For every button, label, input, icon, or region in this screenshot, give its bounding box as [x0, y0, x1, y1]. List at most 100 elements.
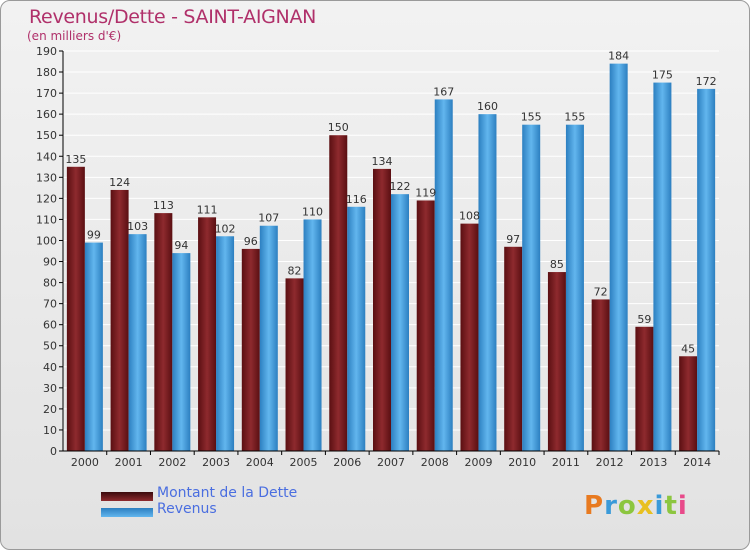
- y-tick-label: 190: [36, 45, 57, 58]
- bar-dette: [329, 135, 348, 452]
- data-label-revenus: 172: [696, 75, 717, 88]
- data-label-revenus: 175: [652, 69, 673, 82]
- y-tick-label: 10: [43, 424, 57, 437]
- bar-revenus: [172, 253, 191, 451]
- chart-subtitle: (en milliers d'€): [27, 29, 122, 43]
- bar-revenus: [84, 242, 103, 451]
- logo-letter: r: [604, 491, 618, 521]
- x-tick-label: 2001: [115, 456, 143, 469]
- y-tick-label: 140: [36, 150, 57, 163]
- x-tick-label: 2007: [377, 456, 405, 469]
- data-label-dette: 96: [244, 235, 258, 248]
- bar-revenus: [259, 225, 278, 451]
- x-tick-label: 2005: [290, 456, 318, 469]
- legend-swatch-dette: [101, 492, 153, 501]
- bar-revenus: [609, 63, 628, 451]
- bar-dette: [110, 189, 129, 451]
- x-tick-label: 2013: [639, 456, 667, 469]
- y-tick-label: 0: [50, 445, 57, 458]
- logo-letter: x: [636, 491, 655, 521]
- bar-dette: [154, 213, 173, 451]
- data-label-revenus: 107: [258, 212, 279, 225]
- bar-dette: [679, 356, 698, 451]
- bar-revenus: [697, 88, 716, 451]
- y-tick-label: 100: [36, 234, 57, 247]
- data-label-revenus: 110: [302, 205, 323, 218]
- y-tick-label: 30: [43, 382, 57, 395]
- data-label-dette: 150: [328, 121, 349, 134]
- data-label-revenus: 167: [433, 85, 454, 98]
- bar-revenus: [216, 236, 235, 451]
- bar-dette: [591, 299, 610, 451]
- bar-revenus: [434, 99, 453, 451]
- logo-letter: t: [664, 491, 678, 521]
- y-tick-label: 20: [43, 403, 57, 416]
- data-label-dette: 119: [415, 186, 436, 199]
- y-tick-label: 80: [43, 277, 57, 290]
- x-tick-label: 2006: [333, 456, 361, 469]
- logo-letter: i: [677, 491, 688, 521]
- bar-revenus: [653, 82, 672, 451]
- data-label-dette: 108: [459, 210, 480, 223]
- data-label-revenus: 160: [477, 100, 498, 113]
- proxiti-logo: Proxiti: [584, 491, 688, 521]
- data-label-dette: 59: [637, 313, 651, 326]
- data-label-dette: 111: [197, 203, 218, 216]
- x-tick-label: 2014: [683, 456, 711, 469]
- data-label-revenus: 116: [346, 193, 367, 206]
- x-tick-label: 2012: [596, 456, 624, 469]
- bar-revenus: [478, 114, 497, 451]
- logo-letter: P: [584, 491, 605, 521]
- bar-dette: [198, 217, 217, 451]
- logo-letter: i: [654, 491, 665, 521]
- y-tick-label: 110: [36, 213, 57, 226]
- x-tick-label: 2011: [552, 456, 580, 469]
- bar-revenus: [347, 206, 366, 451]
- bar-dette: [504, 246, 523, 451]
- x-tick-label: 2009: [464, 456, 492, 469]
- data-label-revenus: 102: [215, 222, 236, 235]
- data-label-dette: 134: [372, 155, 393, 168]
- bar-revenus: [128, 234, 147, 451]
- data-label-revenus: 103: [127, 220, 148, 233]
- axes: 0 10 20 30 40 50 60 70 80 90 100 110 120 130 140 150 160…: [36, 45, 720, 469]
- x-tick-label: 2008: [421, 456, 449, 469]
- bar-dette: [416, 200, 435, 451]
- y-tick-label: 60: [43, 319, 57, 332]
- data-label-dette: 82: [288, 264, 302, 277]
- data-label-revenus: 184: [608, 50, 629, 63]
- bar-dette: [241, 248, 260, 451]
- data-label-dette: 45: [681, 342, 695, 355]
- data-label-dette: 113: [153, 199, 174, 212]
- y-tick-label: 70: [43, 298, 57, 311]
- logo-letter: o: [617, 491, 637, 521]
- data-label-dette: 72: [594, 285, 608, 298]
- data-label-dette: 135: [65, 153, 86, 166]
- x-tick-label: 2004: [246, 456, 274, 469]
- bars: [66, 63, 716, 452]
- y-tick-label: 130: [36, 171, 57, 184]
- bar-revenus: [391, 194, 409, 451]
- data-label-revenus: 94: [174, 239, 188, 252]
- data-label-revenus: 155: [564, 111, 585, 124]
- bar-revenus: [565, 124, 584, 452]
- legend-label-revenus: Revenus: [157, 501, 217, 517]
- x-tick-label: 2003: [202, 456, 230, 469]
- chart-title: Revenus/Dette - SAINT-AIGNAN: [29, 6, 317, 28]
- bar-dette: [547, 272, 566, 451]
- y-tick-label: 170: [36, 87, 57, 100]
- bar-dette: [460, 223, 479, 451]
- bar-dette: [635, 326, 654, 451]
- bar-revenus: [522, 124, 541, 452]
- data-label-dette: 124: [109, 176, 130, 189]
- y-tick-label: 50: [43, 340, 57, 353]
- bar-dette: [66, 166, 85, 451]
- bar-dette: [373, 168, 391, 452]
- y-tick-label: 120: [36, 192, 57, 205]
- x-tick-label: 2002: [158, 456, 186, 469]
- x-tick-label: 2010: [508, 456, 536, 469]
- x-tick-label: 2000: [71, 456, 99, 469]
